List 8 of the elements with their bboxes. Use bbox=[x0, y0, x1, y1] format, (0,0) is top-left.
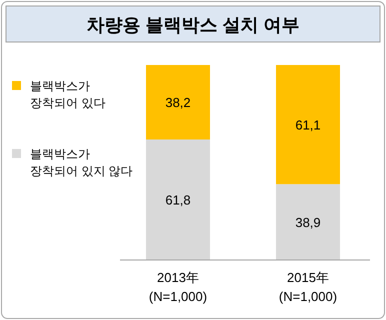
x-tick-label: 2015年 (N=1,000) bbox=[278, 270, 338, 304]
data-label: 61,1 bbox=[295, 118, 321, 133]
x-tick-label: 2013年 (N=1,000) bbox=[148, 270, 208, 304]
data-label: 38,2 bbox=[165, 95, 191, 110]
chart-title: 차량용 블랙박스 설치 여부 bbox=[86, 15, 300, 35]
data-label: 61,8 bbox=[165, 192, 191, 208]
legend-label: 블랙박스가 장착되어 있다 bbox=[30, 79, 106, 110]
data-label: 38,9 bbox=[295, 215, 321, 230]
